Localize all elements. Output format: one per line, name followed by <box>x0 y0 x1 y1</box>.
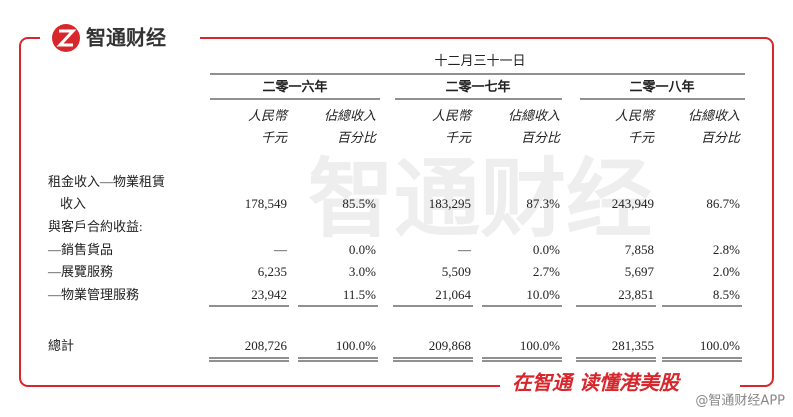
cell: 209,868 <box>429 338 471 353</box>
cell: 3.0% <box>349 264 376 279</box>
row-label: —展覽服務 <box>47 264 113 279</box>
cell: 2.7% <box>533 264 560 279</box>
watermark: 智通财经 <box>308 149 652 249</box>
year-header: 二零一六年 <box>262 79 327 94</box>
cell: 6,235 <box>258 264 287 279</box>
frame <box>19 37 774 387</box>
row-label: —物業管理服務 <box>47 287 139 302</box>
cell: 85.5% <box>342 196 376 211</box>
row-label: 收入 <box>60 196 86 211</box>
cell: — <box>273 242 288 257</box>
column-header: 人民幣 <box>432 108 473 123</box>
cell: 2.8% <box>713 242 740 257</box>
cell: 2.0% <box>713 264 740 279</box>
cell: 5,697 <box>625 264 655 279</box>
cell: 178,549 <box>245 196 287 211</box>
cell: 7,858 <box>625 242 654 257</box>
row-label: —銷售貨品 <box>47 242 113 257</box>
slogan: 在智通 读懂港美股 <box>512 371 681 395</box>
cell: 87.3% <box>526 196 560 211</box>
column-header: 人民幣 <box>615 108 656 123</box>
cell: — <box>457 242 472 257</box>
cell: 8.5% <box>713 287 740 302</box>
cell: 100.0% <box>520 338 560 353</box>
cell: 100.0% <box>336 338 376 353</box>
column-header: 百分比 <box>701 130 741 145</box>
brand-name: 智通财经 <box>86 26 166 50</box>
period-header: 十二月三十一日 <box>434 53 525 68</box>
cell: 208,726 <box>245 338 288 353</box>
column-header: 百分比 <box>521 130 561 145</box>
cell: 0.0% <box>533 242 560 257</box>
cell: 243,949 <box>612 196 654 211</box>
logo-mark <box>56 29 77 47</box>
column-header: 佔總收入 <box>688 108 740 123</box>
column-header: 千元 <box>445 130 472 145</box>
cell: 0.0% <box>349 242 376 257</box>
column-header: 千元 <box>628 130 655 145</box>
cell: 183,295 <box>429 196 471 211</box>
cell: 100.0% <box>700 338 740 353</box>
cell: 281,355 <box>612 338 654 353</box>
slogan-backdrop <box>500 370 740 400</box>
cell: 5,509 <box>442 264 471 279</box>
cell: 86.7% <box>706 196 740 211</box>
row-label: 總計 <box>48 338 74 353</box>
cell: 10.0% <box>526 287 560 302</box>
column-header: 人民幣 <box>248 108 289 123</box>
cell: 21,064 <box>435 287 471 302</box>
column-header: 千元 <box>261 130 288 145</box>
year-header: 二零一七年 <box>445 79 510 94</box>
year-header: 二零一八年 <box>629 79 694 94</box>
cell: 11.5% <box>343 287 376 302</box>
handle: @智通财经APP <box>695 394 785 409</box>
cell: 23,942 <box>251 287 287 302</box>
column-header: 百分比 <box>337 130 377 145</box>
row-label: 租金收入—物業租賃 <box>48 174 165 189</box>
row-label: 與客戶合約收益: <box>48 219 143 234</box>
column-header: 佔總收入 <box>324 108 376 123</box>
column-header: 佔總收入 <box>508 108 560 123</box>
cell: 23,851 <box>618 287 654 302</box>
